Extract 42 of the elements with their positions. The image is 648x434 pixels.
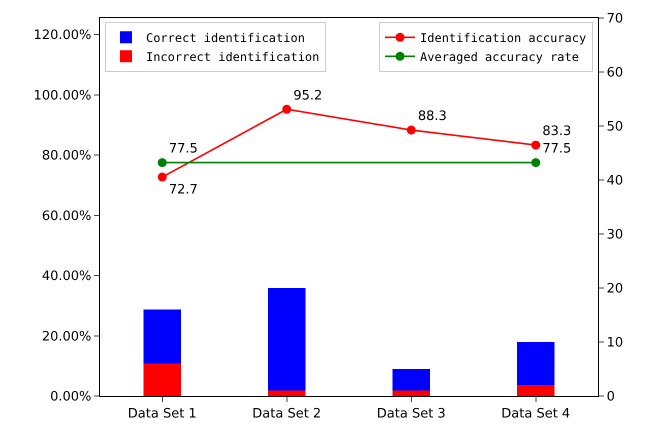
y2-tick-label: 50 <box>606 120 624 135</box>
legend-label: Correct identification <box>146 30 305 45</box>
bar <box>268 390 306 396</box>
y2-tick-label: 40 <box>606 174 624 189</box>
legend-label: Averaged accuracy rate <box>420 50 579 64</box>
data-label: 77.5 <box>168 142 198 157</box>
point <box>406 126 416 135</box>
y-tick-label: 100.00% <box>34 88 92 104</box>
y2-tick-label: 10 <box>606 336 624 351</box>
x-tick-label: Data Set 3 <box>376 406 446 422</box>
point <box>282 104 292 114</box>
point <box>531 140 540 150</box>
x-tick-label: Data Set 1 <box>128 406 197 422</box>
y-tick-label: 0.00% <box>50 390 92 405</box>
bar <box>392 369 430 391</box>
data-label: 88.3 <box>418 109 447 124</box>
data-label: 72.7 <box>168 182 198 198</box>
y2-tick-label: 60 <box>606 66 624 81</box>
y-tick-label: 60.00% <box>42 208 92 224</box>
bar <box>144 364 181 396</box>
y-tick-label: 80.00% <box>42 148 92 164</box>
data-label: 83.3 <box>542 124 572 140</box>
y2-tick-label: 0 <box>606 390 615 405</box>
y-tick-label: 120.00% <box>34 28 92 44</box>
x-tick-label: Data Set 2 <box>252 406 322 422</box>
bar <box>144 310 181 364</box>
bar <box>268 288 306 391</box>
legend-label: Incorrect identification <box>146 50 320 64</box>
y2-tick-label: 20 <box>606 282 624 297</box>
bar <box>517 385 554 396</box>
legend-label: Identification accuracy <box>420 30 586 45</box>
x-tick-label: Data Set 4 <box>501 406 570 422</box>
bar <box>392 390 430 396</box>
data-label: 77.5 <box>542 142 572 157</box>
y2-tick-label: 70 <box>606 12 624 27</box>
point <box>158 172 167 182</box>
bar <box>517 342 554 386</box>
point <box>158 158 167 168</box>
data-label: 95.2 <box>293 88 322 104</box>
y2-tick-label: 30 <box>606 228 624 243</box>
y-tick-label: 20.00% <box>42 329 92 344</box>
y-tick-label: 40.00% <box>42 269 92 284</box>
